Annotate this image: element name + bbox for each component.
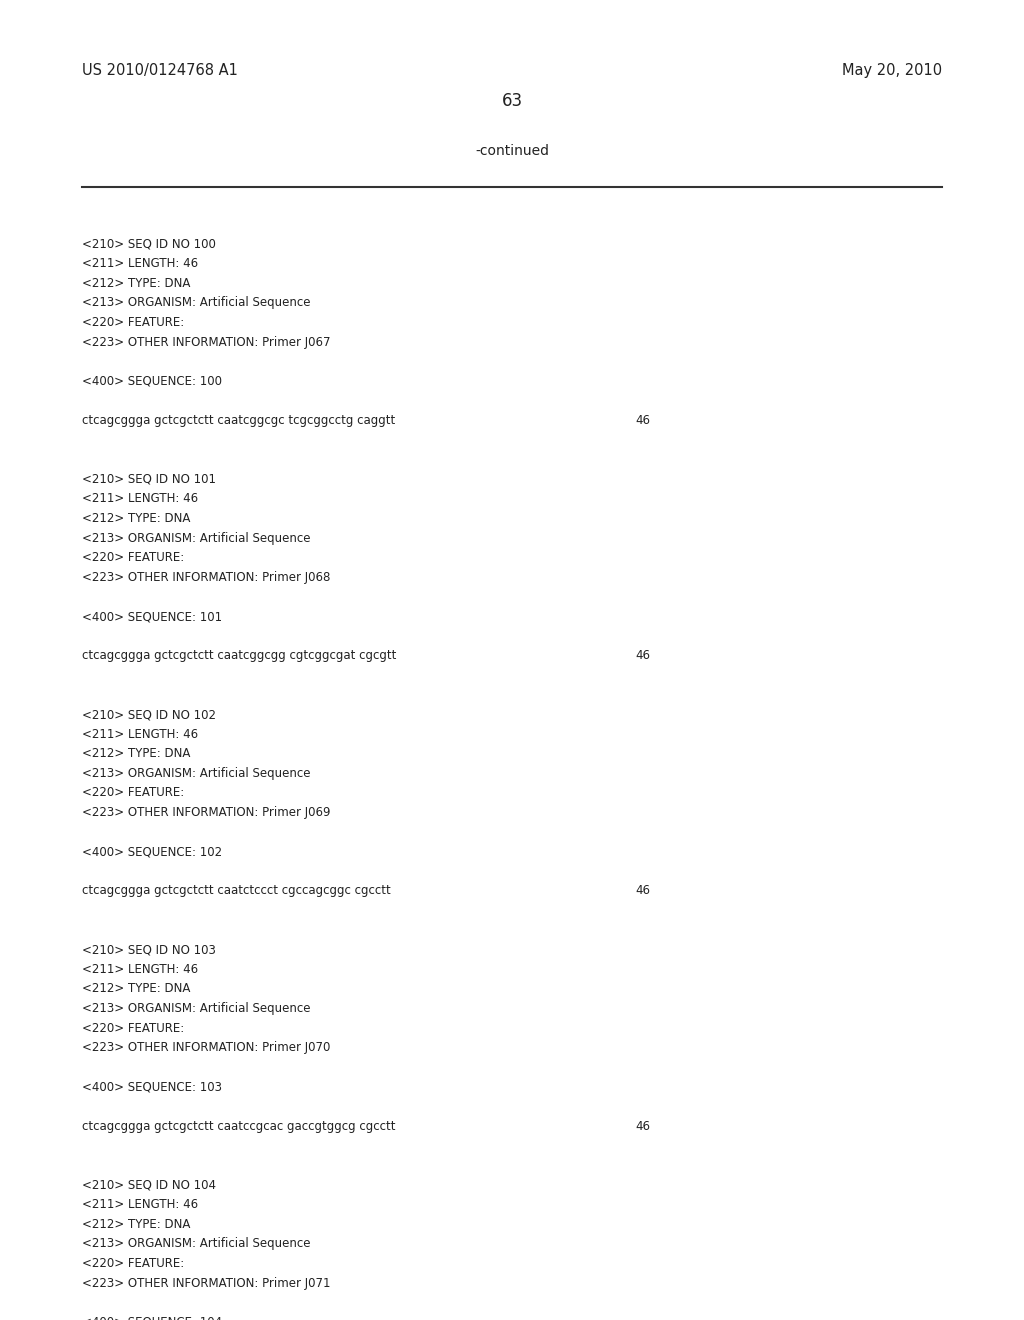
Text: <220> FEATURE:: <220> FEATURE: <box>82 1257 184 1270</box>
Text: <211> LENGTH: 46: <211> LENGTH: 46 <box>82 962 198 975</box>
Text: <220> FEATURE:: <220> FEATURE: <box>82 315 184 329</box>
Text: <213> ORGANISM: Artificial Sequence: <213> ORGANISM: Artificial Sequence <box>82 767 310 780</box>
Text: <213> ORGANISM: Artificial Sequence: <213> ORGANISM: Artificial Sequence <box>82 532 310 545</box>
Text: <212> TYPE: DNA: <212> TYPE: DNA <box>82 1218 190 1230</box>
Text: <223> OTHER INFORMATION: Primer J070: <223> OTHER INFORMATION: Primer J070 <box>82 1041 331 1055</box>
Text: US 2010/0124768 A1: US 2010/0124768 A1 <box>82 63 238 78</box>
Text: 46: 46 <box>635 884 650 898</box>
Text: <212> TYPE: DNA: <212> TYPE: DNA <box>82 747 190 760</box>
Text: ctcagcggga gctcgctctt caatccgcac gaccgtggcg cgcctt: ctcagcggga gctcgctctt caatccgcac gaccgtg… <box>82 1119 395 1133</box>
Text: <213> ORGANISM: Artificial Sequence: <213> ORGANISM: Artificial Sequence <box>82 1237 310 1250</box>
Text: <400> SEQUENCE: 102: <400> SEQUENCE: 102 <box>82 845 222 858</box>
Text: 63: 63 <box>502 92 522 111</box>
Text: -continued: -continued <box>475 144 549 158</box>
Text: <400> SEQUENCE: 104: <400> SEQUENCE: 104 <box>82 1316 222 1320</box>
Text: <223> OTHER INFORMATION: Primer J069: <223> OTHER INFORMATION: Primer J069 <box>82 807 331 818</box>
Text: ctcagcggga gctcgctctt caatcggcgc tcgcggcctg caggtt: ctcagcggga gctcgctctt caatcggcgc tcgcggc… <box>82 414 395 426</box>
Text: <210> SEQ ID NO 100: <210> SEQ ID NO 100 <box>82 238 216 251</box>
Text: <400> SEQUENCE: 100: <400> SEQUENCE: 100 <box>82 375 222 388</box>
Text: <210> SEQ ID NO 103: <210> SEQ ID NO 103 <box>82 944 216 956</box>
Text: ctcagcggga gctcgctctt caatcggcgg cgtcggcgat cgcgtt: ctcagcggga gctcgctctt caatcggcgg cgtcggc… <box>82 649 396 663</box>
Text: 46: 46 <box>635 414 650 426</box>
Text: <211> LENGTH: 46: <211> LENGTH: 46 <box>82 727 198 741</box>
Text: <220> FEATURE:: <220> FEATURE: <box>82 787 184 800</box>
Text: <400> SEQUENCE: 101: <400> SEQUENCE: 101 <box>82 610 222 623</box>
Text: <210> SEQ ID NO 102: <210> SEQ ID NO 102 <box>82 708 216 721</box>
Text: 46: 46 <box>635 649 650 663</box>
Text: <220> FEATURE:: <220> FEATURE: <box>82 552 184 564</box>
Text: <400> SEQUENCE: 103: <400> SEQUENCE: 103 <box>82 1081 222 1093</box>
Text: <211> LENGTH: 46: <211> LENGTH: 46 <box>82 257 198 271</box>
Text: ctcagcggga gctcgctctt caatctccct cgccagcggc cgcctt: ctcagcggga gctcgctctt caatctccct cgccagc… <box>82 884 391 898</box>
Text: <223> OTHER INFORMATION: Primer J068: <223> OTHER INFORMATION: Primer J068 <box>82 570 331 583</box>
Text: <210> SEQ ID NO 104: <210> SEQ ID NO 104 <box>82 1179 216 1192</box>
Text: <210> SEQ ID NO 101: <210> SEQ ID NO 101 <box>82 473 216 486</box>
Text: <212> TYPE: DNA: <212> TYPE: DNA <box>82 512 190 525</box>
Text: <212> TYPE: DNA: <212> TYPE: DNA <box>82 277 190 290</box>
Text: 46: 46 <box>635 1119 650 1133</box>
Text: <212> TYPE: DNA: <212> TYPE: DNA <box>82 982 190 995</box>
Text: <211> LENGTH: 46: <211> LENGTH: 46 <box>82 492 198 506</box>
Text: <213> ORGANISM: Artificial Sequence: <213> ORGANISM: Artificial Sequence <box>82 1002 310 1015</box>
Text: <223> OTHER INFORMATION: Primer J071: <223> OTHER INFORMATION: Primer J071 <box>82 1276 331 1290</box>
Text: <223> OTHER INFORMATION: Primer J067: <223> OTHER INFORMATION: Primer J067 <box>82 335 331 348</box>
Text: <220> FEATURE:: <220> FEATURE: <box>82 1022 184 1035</box>
Text: <213> ORGANISM: Artificial Sequence: <213> ORGANISM: Artificial Sequence <box>82 297 310 309</box>
Text: May 20, 2010: May 20, 2010 <box>842 63 942 78</box>
Text: <211> LENGTH: 46: <211> LENGTH: 46 <box>82 1199 198 1210</box>
